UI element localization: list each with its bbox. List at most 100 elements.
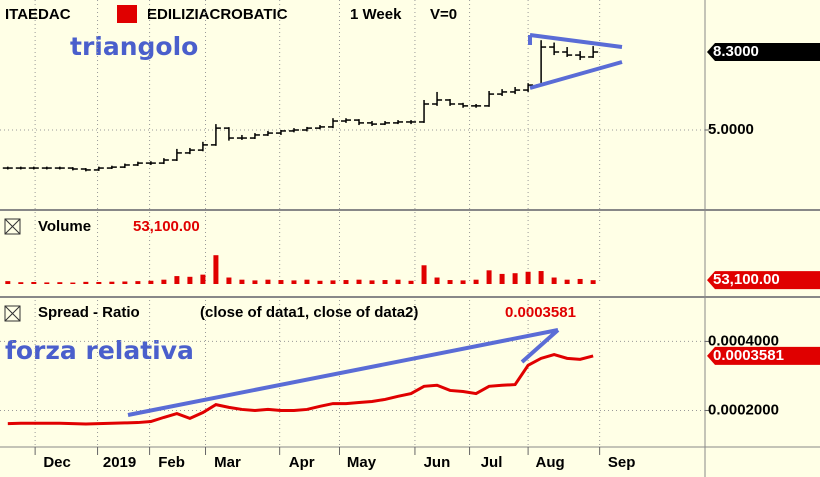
bar bbox=[109, 281, 115, 284]
ohlc-bar bbox=[54, 166, 65, 170]
bar bbox=[148, 280, 154, 284]
ohlc-bar bbox=[314, 125, 325, 130]
bar bbox=[590, 280, 596, 284]
x-tick-label: Apr bbox=[289, 454, 315, 471]
checkbox-mark bbox=[4, 218, 21, 235]
y-tick-label: 5.0000 bbox=[708, 121, 754, 138]
last-value-text: 53,100.00 bbox=[713, 271, 780, 288]
bar bbox=[369, 280, 375, 284]
x-tick-label: 2019 bbox=[103, 454, 136, 471]
panel-title: Spread - Ratio bbox=[38, 304, 140, 321]
ohlc-bar bbox=[275, 130, 286, 135]
bar bbox=[317, 280, 323, 284]
bar bbox=[343, 280, 349, 284]
bar bbox=[70, 282, 76, 284]
bar bbox=[161, 279, 167, 284]
bar bbox=[512, 273, 518, 284]
interval: 1 Week bbox=[350, 6, 402, 23]
ohlc-bar bbox=[106, 165, 117, 169]
bar bbox=[473, 279, 479, 284]
last-value-box bbox=[707, 346, 820, 365]
last-value-label: 0.0003581 bbox=[505, 304, 576, 321]
symbol: ITAEDAC bbox=[5, 6, 71, 23]
checkbox[interactable] bbox=[4, 305, 21, 322]
ohlc-bar bbox=[327, 118, 338, 129]
x-tick-label: Dec bbox=[43, 454, 71, 471]
info: V=0 bbox=[430, 6, 457, 23]
trend-arrow bbox=[127, 328, 560, 417]
symbol-icon[interactable] bbox=[117, 5, 137, 23]
ohlc-bar bbox=[236, 134, 247, 140]
bar bbox=[486, 270, 492, 284]
x-tick-label: Feb bbox=[158, 454, 185, 471]
bar bbox=[408, 280, 414, 284]
last-value-label: 53,100.00 bbox=[133, 218, 200, 235]
bar bbox=[96, 281, 102, 284]
ohlc-bar bbox=[41, 166, 52, 170]
ohlc-bar bbox=[249, 133, 260, 139]
bar bbox=[577, 278, 583, 284]
annotation: forza relativa bbox=[5, 336, 194, 365]
bar bbox=[330, 280, 336, 284]
ohlc-bar bbox=[301, 126, 312, 132]
x-tick-label: Sep bbox=[608, 454, 636, 471]
bar bbox=[226, 277, 232, 284]
ohlc-bar bbox=[497, 89, 508, 96]
ohlc-bar bbox=[171, 148, 182, 161]
bar bbox=[434, 277, 440, 284]
last-value-box bbox=[707, 43, 820, 61]
bar bbox=[31, 281, 37, 284]
ohlc-bar bbox=[197, 141, 208, 152]
ohlc-bar bbox=[340, 118, 351, 123]
ohlc-bar bbox=[288, 128, 299, 133]
panel-subtitle: (close of data1, close of data2) bbox=[200, 304, 418, 321]
last-value-text: 8.3000 bbox=[713, 43, 759, 60]
ohlc-bar bbox=[523, 83, 534, 92]
bar bbox=[551, 277, 557, 284]
x-tick-label: Mar bbox=[214, 454, 241, 471]
ohlc-bar bbox=[458, 102, 469, 108]
checkbox[interactable] bbox=[4, 218, 21, 235]
ohlc-bar bbox=[484, 91, 495, 107]
ohlc-bar bbox=[549, 42, 560, 56]
bar bbox=[135, 281, 141, 284]
last-value-text: 0.0003581 bbox=[713, 347, 784, 364]
annotation: triangolo bbox=[70, 32, 198, 61]
ohlc-bar bbox=[2, 166, 13, 170]
bar bbox=[460, 280, 466, 284]
bar bbox=[525, 271, 531, 284]
bar bbox=[5, 281, 11, 284]
bar bbox=[252, 280, 258, 284]
ohlc-bar bbox=[393, 120, 404, 125]
ohlc-bar bbox=[419, 99, 430, 123]
ohlc-bar bbox=[210, 124, 221, 146]
ohlc-bar bbox=[93, 166, 104, 171]
bar bbox=[356, 279, 362, 284]
bar bbox=[213, 255, 219, 284]
ohlc-bar bbox=[262, 130, 273, 136]
y-tick-label: 0.0002000 bbox=[708, 401, 779, 418]
ohlc-bar bbox=[445, 99, 456, 106]
drawn-annotations bbox=[127, 33, 623, 417]
ohlc-bar bbox=[223, 127, 234, 141]
bar bbox=[44, 282, 50, 284]
ohlc-bar bbox=[15, 166, 26, 170]
bar bbox=[538, 271, 544, 284]
ohlc-bar bbox=[28, 166, 39, 170]
last-value-box bbox=[707, 271, 820, 290]
bar bbox=[187, 276, 193, 284]
bar bbox=[564, 279, 570, 284]
line bbox=[7, 352, 594, 426]
bar bbox=[382, 280, 388, 284]
bar bbox=[200, 274, 206, 284]
bar bbox=[291, 280, 297, 284]
triangle-lines bbox=[528, 33, 623, 90]
panel-title: Volume bbox=[38, 218, 91, 235]
bar bbox=[174, 276, 180, 284]
ohlc-bar bbox=[119, 163, 130, 169]
x-tick-label: Aug bbox=[536, 454, 565, 471]
